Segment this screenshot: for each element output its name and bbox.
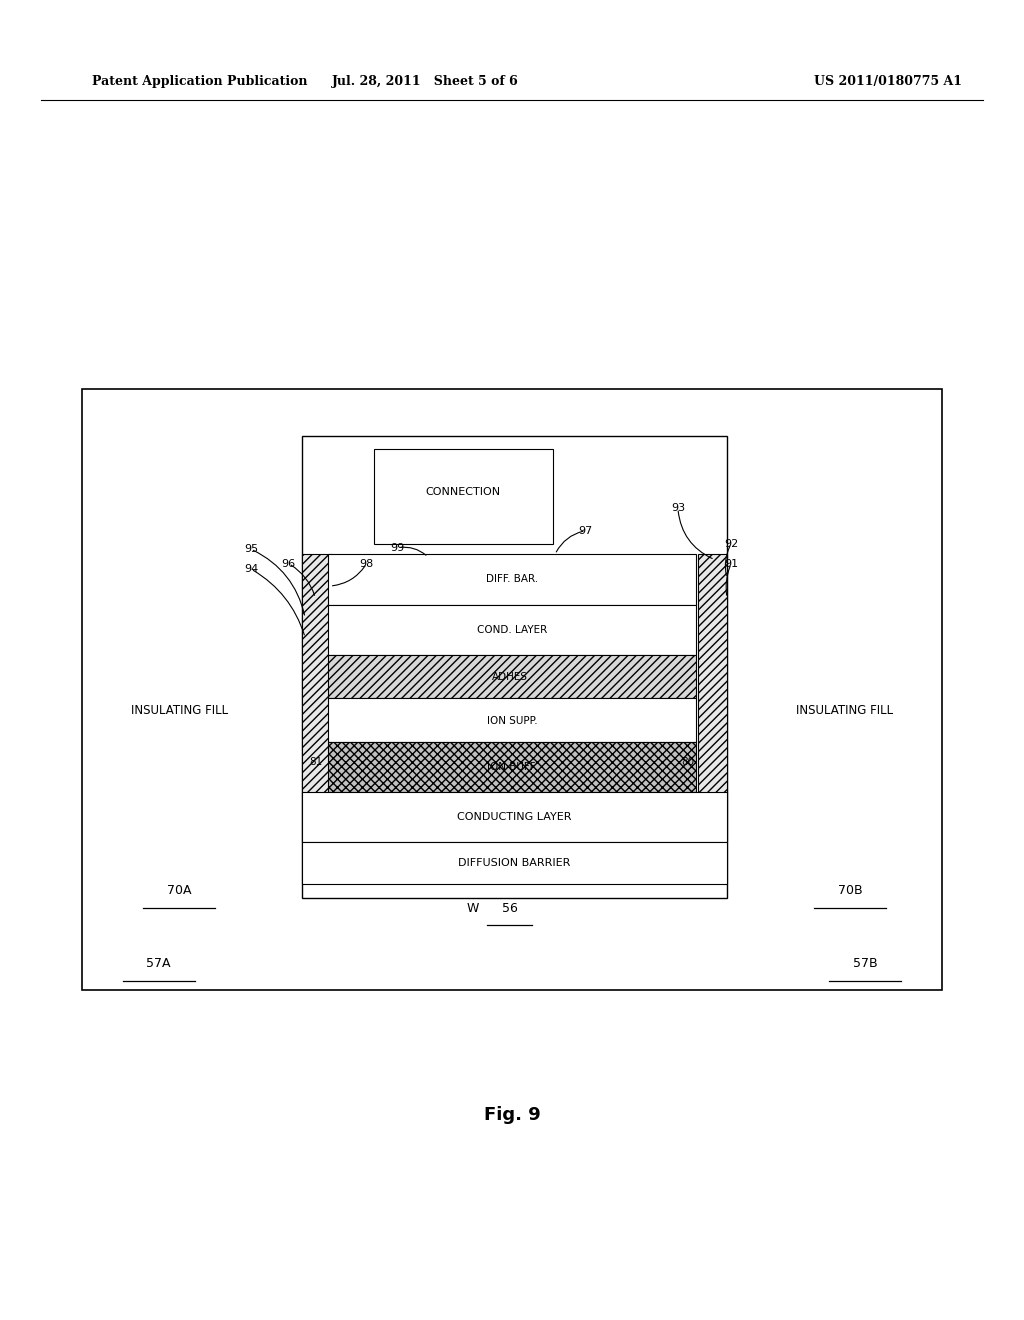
Text: ADHES.: ADHES.	[493, 672, 531, 682]
Text: 93: 93	[671, 503, 685, 513]
Text: 56: 56	[502, 902, 518, 915]
Bar	[698, 554, 727, 842]
Bar	[328, 605, 696, 655]
Bar	[328, 655, 696, 698]
Text: Fig. 9: Fig. 9	[483, 1106, 541, 1125]
Bar	[328, 698, 696, 742]
Text: 91: 91	[724, 558, 738, 569]
Bar	[82, 389, 942, 990]
Text: 99: 99	[390, 543, 404, 553]
Text: 97: 97	[579, 525, 593, 536]
Text: 57A: 57A	[146, 957, 171, 970]
Text: CONNECTION: CONNECTION	[425, 487, 501, 498]
Bar	[328, 742, 696, 792]
Text: DIFF. BAR.: DIFF. BAR.	[486, 574, 538, 585]
Text: 70B: 70B	[838, 884, 862, 898]
Bar	[328, 554, 696, 605]
Text: 92: 92	[724, 539, 738, 549]
Text: 57B: 57B	[853, 957, 878, 970]
Text: 98: 98	[359, 558, 374, 569]
Text: 96: 96	[282, 558, 296, 569]
Text: ION BUFF.: ION BUFF.	[486, 762, 538, 772]
Text: 70A: 70A	[167, 884, 191, 898]
Text: COND. LAYER: COND. LAYER	[477, 624, 547, 635]
Bar	[302, 436, 727, 898]
Text: 80: 80	[682, 756, 694, 767]
Text: 81: 81	[309, 756, 322, 767]
Text: ION SUPP.: ION SUPP.	[486, 715, 538, 726]
Bar	[302, 554, 331, 842]
Text: Jul. 28, 2011   Sheet 5 of 6: Jul. 28, 2011 Sheet 5 of 6	[332, 75, 518, 88]
Text: INSULATING FILL: INSULATING FILL	[797, 704, 893, 717]
Text: Patent Application Publication: Patent Application Publication	[92, 75, 307, 88]
Text: US 2011/0180775 A1: US 2011/0180775 A1	[814, 75, 963, 88]
Bar	[302, 842, 727, 884]
Text: 95: 95	[244, 544, 258, 554]
Text: CONDUCTING LAYER: CONDUCTING LAYER	[457, 812, 571, 822]
Bar	[374, 449, 553, 544]
Text: W: W	[467, 902, 479, 915]
Text: 94: 94	[244, 564, 258, 574]
Bar	[302, 792, 727, 842]
Text: INSULATING FILL: INSULATING FILL	[131, 704, 227, 717]
Text: DIFFUSION BARRIER: DIFFUSION BARRIER	[458, 858, 570, 869]
